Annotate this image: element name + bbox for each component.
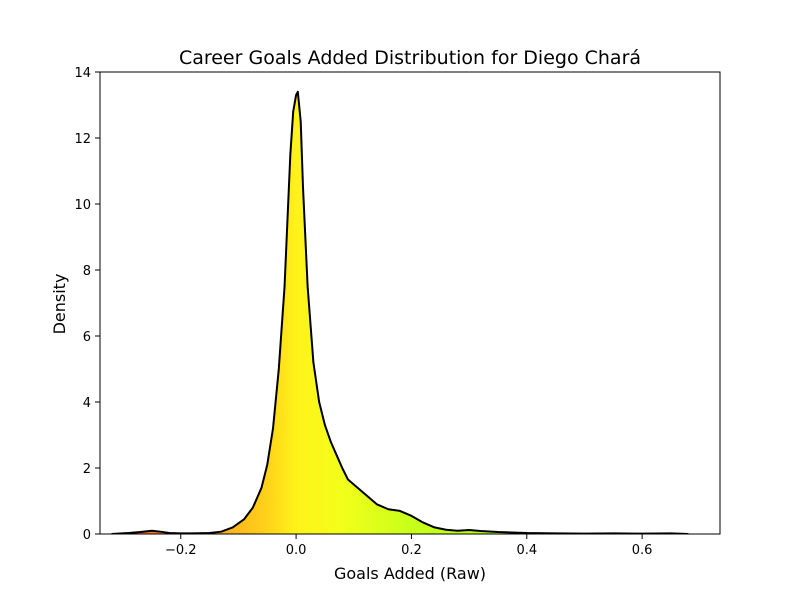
y-tick-label: 0	[83, 528, 91, 543]
plot-area	[111, 90, 689, 534]
x-tick-label: 0.4	[516, 543, 537, 558]
x-axis: −0.2 0.0 0.2 0.4 0.6	[165, 534, 653, 558]
density-area	[111, 91, 689, 534]
x-tick-label: 0.2	[401, 543, 422, 558]
y-tick-label: 10	[74, 198, 91, 213]
y-tick-label: 14	[74, 66, 91, 81]
density-line	[111, 90, 689, 534]
chart-title: Career Goals Added Distribution for Dieg…	[179, 47, 641, 69]
x-tick-label: 0.0	[286, 543, 307, 558]
y-tick-label: 2	[83, 462, 91, 477]
y-tick-label: 4	[83, 396, 91, 411]
y-tick-label: 8	[83, 264, 91, 279]
x-tick-label: −0.2	[165, 543, 197, 558]
y-axis: 0 2 4 6 8 10 12 14	[74, 66, 100, 543]
x-axis-label: Goals Added (Raw)	[334, 564, 486, 583]
plot-frame	[99, 71, 721, 535]
y-tick-label: 12	[74, 132, 91, 147]
y-tick-label: 6	[83, 330, 91, 345]
x-tick-label: 0.6	[632, 543, 653, 558]
y-axis-label: Density	[50, 274, 69, 335]
